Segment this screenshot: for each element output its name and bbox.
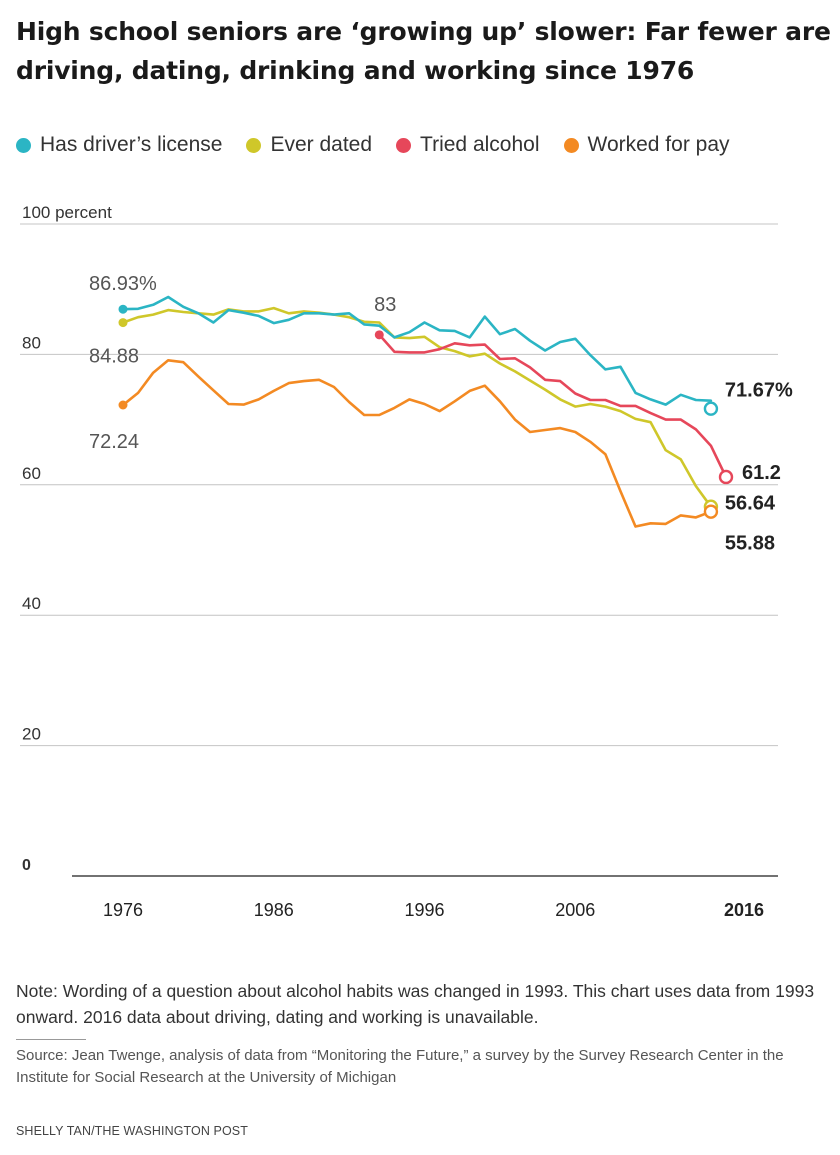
legend-dot-icon bbox=[246, 137, 262, 153]
chart-note: Note: Wording of a question about alcoho… bbox=[16, 981, 815, 1027]
series-line bbox=[121, 359, 713, 528]
data-label: 55.88 bbox=[725, 533, 775, 555]
series-line bbox=[121, 306, 713, 509]
x-tick-label: 2016 bbox=[724, 900, 764, 920]
x-tick-label: 1986 bbox=[254, 900, 294, 920]
legend-dot-icon bbox=[16, 137, 31, 153]
series-line bbox=[121, 295, 713, 406]
chart-legend: Has driver’s license Ever dated Tried al… bbox=[16, 131, 836, 159]
legend-dot-icon bbox=[563, 137, 579, 153]
legend-item-drivers-license: Has driver’s license bbox=[16, 133, 222, 157]
legend-dot-icon bbox=[396, 137, 412, 153]
series-line bbox=[377, 333, 728, 479]
end-point bbox=[703, 504, 719, 519]
legend-label: Worked for pay bbox=[587, 133, 730, 156]
data-label: 84.88 bbox=[89, 346, 139, 368]
y-tick-label: 60 bbox=[22, 464, 41, 483]
chart-source: Source: Jean Twenge, analysis of data fr… bbox=[16, 1047, 784, 1086]
end-point bbox=[703, 401, 719, 416]
x-tick-label: 1976 bbox=[103, 900, 143, 920]
legend-label: Tried alcohol bbox=[420, 133, 540, 156]
legend-item-ever-dated: Ever dated bbox=[246, 133, 372, 157]
y-tick-label: 0 bbox=[22, 857, 31, 874]
start-point bbox=[118, 318, 128, 328]
data-label: 72.24 bbox=[89, 431, 139, 453]
start-point bbox=[118, 400, 128, 410]
y-tick-label: 100 percent bbox=[22, 203, 112, 222]
start-point bbox=[118, 304, 128, 314]
chart-title: High school seniors are ‘growing up’ slo… bbox=[16, 17, 831, 85]
data-label: 71.67% bbox=[725, 380, 793, 402]
start-point bbox=[374, 330, 384, 340]
y-tick-label: 40 bbox=[22, 594, 41, 613]
legend-label: Has driver’s license bbox=[40, 133, 223, 156]
chart-credit: SHELLY TAN/THE WASHINGTON POST bbox=[16, 1124, 248, 1138]
y-tick-label: 20 bbox=[22, 725, 41, 744]
x-tick-label: 1996 bbox=[404, 900, 444, 920]
legend-item-tried-alcohol: Tried alcohol bbox=[396, 133, 540, 157]
x-tick-label: 2006 bbox=[555, 900, 595, 920]
divider bbox=[16, 1039, 86, 1040]
y-tick-label: 80 bbox=[22, 333, 41, 352]
legend-label: Ever dated bbox=[270, 133, 373, 156]
line-chart: 0 20 40 60 80 100 percent 1976 1986 1996 2006 2016… bbox=[20, 203, 793, 920]
data-label: 86.93% bbox=[89, 273, 157, 295]
end-point bbox=[718, 469, 734, 485]
legend-item-worked-for-pay: Worked for pay bbox=[563, 133, 730, 157]
data-label: 61.2 bbox=[742, 462, 781, 484]
data-label: 83 bbox=[374, 294, 396, 316]
data-label: 56.64 bbox=[725, 493, 776, 515]
